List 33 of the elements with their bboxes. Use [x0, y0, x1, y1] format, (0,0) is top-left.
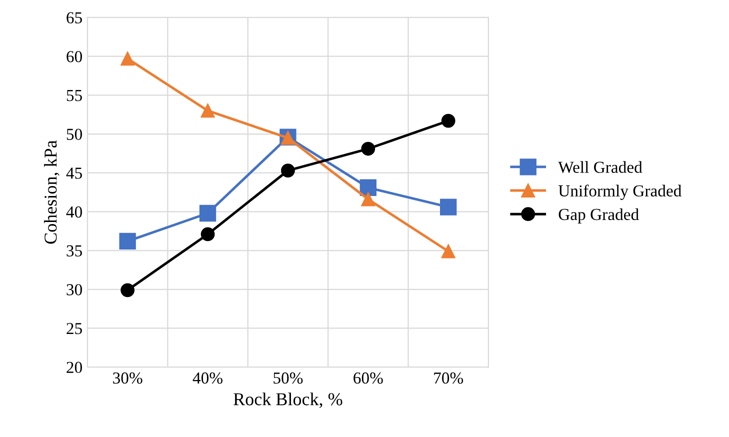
x-axis-title: Rock Block, % [234, 392, 342, 408]
y-tick-label: 20 [66, 362, 82, 374]
y-tick-label: 30 [66, 284, 82, 296]
y-tick-label: 65 [66, 12, 82, 24]
legend-label: Gap Graded [558, 208, 639, 224]
x-tick-label: 70% [434, 372, 464, 384]
point [440, 198, 457, 216]
legend-label: Uniformly Graded [558, 184, 682, 200]
y-tick-label: 55 [66, 90, 82, 102]
y-tick-label: 40 [66, 206, 82, 218]
point [200, 104, 215, 118]
y-tick-label: 50 [66, 128, 82, 140]
point [441, 114, 456, 128]
point [360, 179, 376, 196]
point [120, 52, 135, 66]
point [120, 283, 135, 298]
point [361, 142, 376, 156]
x-tick-label: 30% [113, 372, 142, 384]
x-tick-label: 40% [192, 372, 222, 384]
legend-label: Well Graded [558, 161, 642, 173]
y-tick-label: 35 [66, 245, 82, 256]
point [119, 232, 136, 250]
point [200, 227, 215, 242]
x-tick-label: 50% [274, 372, 303, 384]
point [441, 244, 456, 258]
point [281, 164, 295, 178]
y-tick-label: 45 [66, 168, 82, 179]
y-tick-label: 25 [66, 322, 82, 334]
y-axis-title: Cohesion, kPa [44, 140, 60, 244]
point [361, 192, 376, 206]
y-tick-label: 60 [66, 51, 82, 62]
point [199, 204, 216, 222]
x-tick-label: 60% [354, 372, 383, 384]
